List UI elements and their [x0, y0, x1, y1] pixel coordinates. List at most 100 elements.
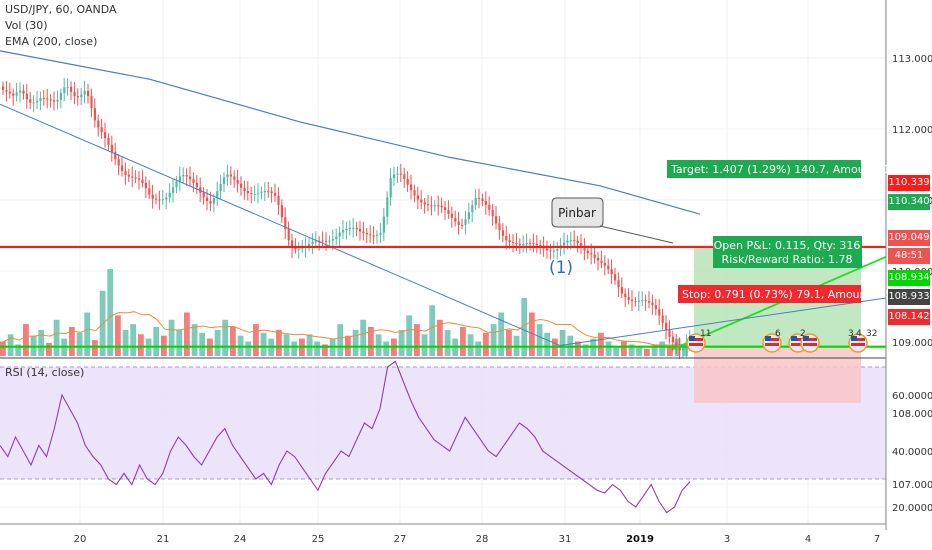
candle-body: [100, 127, 103, 133]
us-flag-icon[interactable]: [800, 333, 820, 353]
volume-bar: [38, 329, 45, 356]
candle-body: [498, 223, 501, 231]
volume-bar: [368, 327, 374, 356]
trend-channel-line[interactable]: [0, 103, 561, 347]
candle-body: [583, 247, 586, 251]
candle-body: [250, 193, 253, 195]
volume-bar: [444, 329, 451, 356]
volume-bar: [291, 341, 298, 356]
rsi-axis[interactable]: 20.0000 40.0000 60.0000: [892, 391, 932, 514]
candle-body: [382, 216, 385, 233]
time-tick-label: 3: [724, 534, 730, 545]
countdown-label: 48:51: [888, 248, 930, 264]
pinbar-callout[interactable]: Pinbar: [551, 197, 674, 244]
target-info-text: Target: 1.407 (1.29%) 140.7, Amount: 144…: [670, 163, 922, 176]
time-tick-label: 31: [559, 534, 572, 545]
volume-bar: [107, 269, 114, 356]
candle-body: [189, 176, 192, 180]
candle-body: [413, 190, 416, 196]
volume-bar: [7, 334, 14, 357]
volume-bar: [559, 329, 566, 356]
candle-body: [2, 86, 5, 90]
candle-body: [301, 247, 304, 249]
candle-body: [644, 300, 647, 302]
candle-body: [444, 207, 447, 211]
us-flag-icon[interactable]: 3 4 32: [848, 329, 877, 353]
volume-bar: [506, 329, 512, 356]
volume-bar: [168, 319, 175, 357]
us-flag-icon[interactable]: 6: [762, 329, 782, 353]
candle-body: [556, 248, 559, 251]
candle-body: [532, 242, 535, 244]
candle-body: [49, 99, 52, 101]
volume-bar: [337, 324, 344, 356]
ema-extension-line[interactable]: [559, 297, 887, 347]
candle-body: [19, 90, 22, 93]
candle-body: [175, 181, 178, 188]
candle-body: [624, 293, 627, 297]
volume-bar: [276, 329, 282, 356]
svg-text:6: 6: [775, 329, 781, 339]
candle-body: [70, 86, 73, 92]
volume-bar: [483, 332, 489, 356]
candle-body: [342, 230, 345, 233]
candle-body: [675, 342, 678, 347]
event-icons[interactable]: 11 6 2 3 4 32: [686, 329, 877, 353]
price-tick-label: 112.000: [892, 125, 932, 136]
candle-body: [257, 192, 260, 194]
price-tick-label: 113.000: [892, 54, 932, 65]
candle-body: [131, 176, 134, 178]
rsi-legend[interactable]: RSI (14, close): [5, 366, 85, 379]
candle-body: [236, 179, 239, 184]
us-flag-icon[interactable]: 11: [686, 329, 711, 353]
candle-body: [563, 242, 566, 246]
time-tick-label: 28: [476, 534, 489, 545]
candle-body: [423, 202, 426, 205]
candle-body: [308, 244, 311, 247]
candle-body: [593, 254, 596, 258]
symbol-legend[interactable]: USD/JPY, 60, OANDA: [5, 3, 117, 16]
stop-info[interactable]: Stop: 0.791 (0.73%) 79.1, Amount: 750.04: [678, 285, 917, 303]
volume-bar: [467, 334, 474, 357]
candle-body: [226, 174, 229, 178]
ema-legend[interactable]: EMA (200, close): [5, 35, 98, 48]
candle-body: [427, 204, 430, 206]
candle-body: [590, 253, 593, 255]
volume-bar: [605, 341, 612, 356]
position-info[interactable]: Open P&L: 0.115, Qty: 316 Risk/Reward Ra…: [713, 236, 862, 268]
candle-body: [614, 274, 617, 281]
volume-bar: [199, 332, 206, 356]
time-axis[interactable]: 20 21 24 25 27 28 31 2019 3 4 7: [74, 534, 881, 545]
candle-body: [399, 173, 402, 175]
volume-legend[interactable]: Vol (30): [5, 19, 48, 32]
candle-body: [457, 221, 460, 225]
rsi-tick-label: 60.0000: [892, 391, 932, 402]
volume-bar: [245, 341, 252, 356]
candle-body: [267, 191, 270, 193]
candle-body: [631, 299, 634, 302]
time-tick-label: 27: [394, 534, 407, 545]
candle-body: [63, 87, 66, 93]
volume-bar: [490, 324, 497, 356]
candle-body: [607, 265, 610, 270]
candle-body: [141, 179, 144, 183]
volume-bar: [659, 341, 666, 356]
candle-body: [529, 242, 532, 244]
volume-bar: [621, 341, 627, 356]
volume-bar: [429, 305, 436, 357]
target-info[interactable]: Target: 1.407 (1.29%) 140.7, Amount: 144…: [667, 160, 922, 178]
volume-bar: [15, 344, 22, 356]
candle-body: [348, 228, 351, 229]
stop-zone[interactable]: [694, 346, 861, 403]
target-price-label: 110.340: [888, 194, 930, 210]
time-tick-label: 21: [157, 534, 170, 545]
candle-body: [627, 297, 630, 300]
volume-bar: [53, 319, 60, 357]
time-tick-label: 7: [874, 534, 880, 545]
candle-body: [508, 240, 511, 242]
candle-body: [386, 197, 389, 217]
candle-body: [478, 197, 481, 199]
volume-bar: [69, 327, 75, 356]
volume-bar: [352, 329, 359, 356]
